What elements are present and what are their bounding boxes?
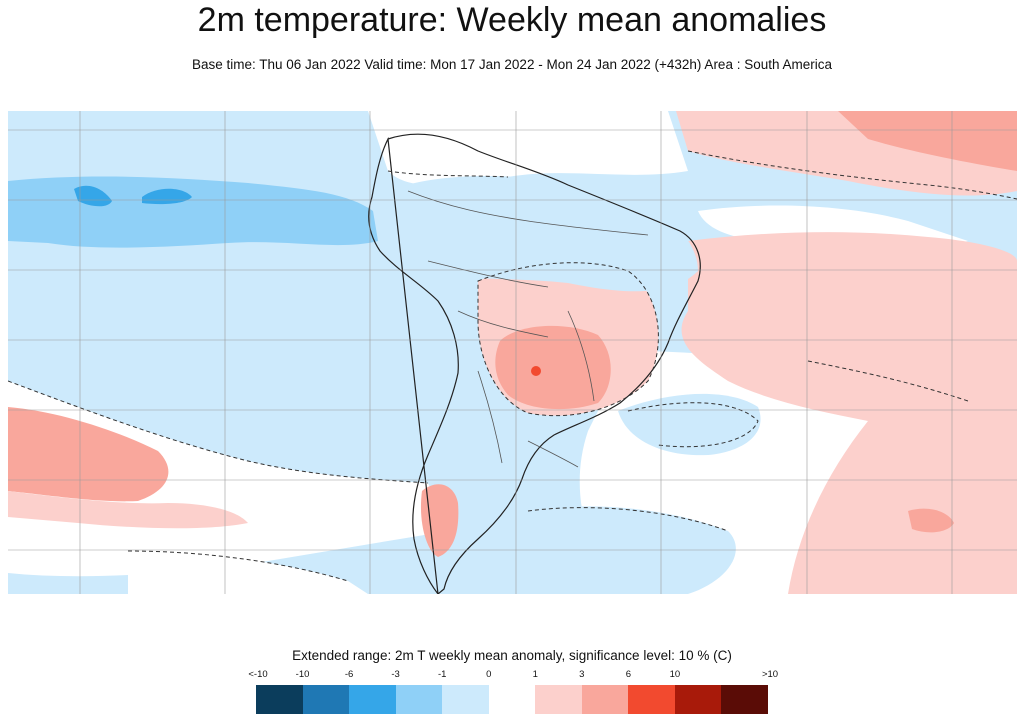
warm-caribbean-core — [838, 111, 1017, 171]
legend-tick-label: -3 — [391, 669, 400, 680]
legend-tick-label: -6 — [344, 669, 354, 680]
legend-swatch — [256, 685, 303, 714]
neutral-caribbean — [368, 111, 688, 186]
page-title: 2m temperature: Weekly mean anomalies — [197, 1, 827, 39]
legend-tick-label: 0 — [486, 669, 492, 680]
legend-tick-label: 6 — [625, 669, 632, 680]
legend-swatch — [395, 685, 443, 714]
legend-swatch — [721, 685, 769, 714]
neutral-far-south — [128, 551, 368, 594]
graticule — [8, 111, 1017, 594]
legend-swatch — [674, 685, 722, 714]
country-borders — [407, 190, 649, 468]
map-canvas — [8, 111, 1017, 594]
legend-tick-label: 1 — [532, 669, 538, 680]
legend-swatch — [535, 685, 582, 714]
legend-swatch — [349, 685, 396, 714]
legend-tick-label: -10 — [295, 669, 310, 680]
significance-contours — [8, 150, 1017, 582]
anomaly-map — [8, 111, 1017, 594]
warm-east-atlantic — [681, 232, 1017, 594]
legend-swatch — [581, 685, 629, 714]
warm-southeast-pacific-halo — [8, 491, 248, 529]
legend-swatch — [488, 685, 536, 714]
legend-title: Extended range: 2m T weekly mean anomaly… — [292, 648, 732, 663]
legend-swatch — [302, 685, 350, 714]
legend-color-bar — [256, 685, 769, 714]
legend-tick-label: 10 — [669, 669, 681, 680]
legend-tick-label: >10 — [761, 669, 779, 680]
legend-ticks: <-10 -10 -6 -3 -1 0 1 3 6 10 >10 — [0, 669, 1024, 683]
cool-core-1 — [74, 185, 112, 207]
warm-patagonia — [420, 484, 459, 557]
legend-tick-label: 3 — [579, 669, 585, 680]
legend-tick-label: -1 — [437, 669, 447, 680]
south-america-coastline — [368, 133, 701, 594]
cool-amazon — [386, 176, 698, 292]
page-subtitle: Base time: Thu 06 Jan 2022 Valid time: M… — [191, 57, 833, 72]
warm-far-southeast — [908, 508, 954, 533]
legend-tick-label: <-10 — [248, 669, 268, 680]
neutral-south-pacific-band — [8, 381, 448, 577]
warm-southeast-pacific — [8, 407, 169, 502]
cool-south-atlantic-patch — [618, 393, 761, 456]
legend-swatch — [442, 685, 489, 714]
legend-swatch — [628, 685, 675, 714]
warm-hotspot — [531, 366, 541, 376]
